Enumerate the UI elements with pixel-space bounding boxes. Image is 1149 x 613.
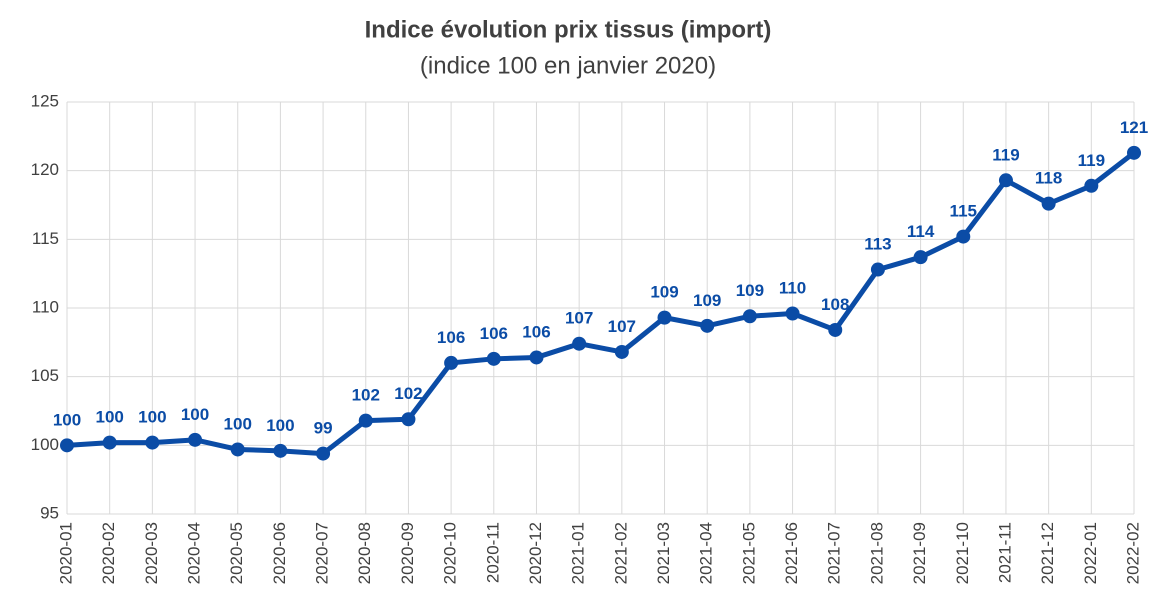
value-label: 114 — [907, 222, 935, 241]
chart-title: Indice évolution prix tissus (import) — [365, 16, 772, 43]
point — [1041, 196, 1056, 211]
value-label: 100 — [224, 414, 252, 433]
value-label: 121 — [1120, 118, 1148, 137]
value-label: 100 — [53, 410, 81, 429]
value-label: 110 — [779, 278, 806, 297]
x-tick-label: 2021-02 — [611, 522, 630, 584]
point — [145, 435, 160, 450]
x-tick-label: 2020-09 — [398, 522, 417, 584]
x-tick-label: 2020-07 — [313, 522, 332, 584]
value-label: 118 — [1035, 169, 1062, 188]
value-label: 106 — [437, 328, 465, 347]
value-label: 100 — [95, 408, 123, 427]
value-label: 107 — [608, 317, 636, 336]
y-tick-label: 125 — [31, 91, 59, 110]
x-tick-label: 2021-05 — [739, 522, 758, 584]
x-tick-label: 2020-01 — [56, 522, 75, 584]
point — [828, 322, 843, 337]
x-tick-label: 2021-03 — [654, 522, 673, 584]
value-label: 100 — [266, 416, 294, 435]
x-tick-label: 2021-01 — [569, 522, 588, 584]
line — [66, 150, 1136, 457]
x-tick-label: 2020-10 — [441, 522, 460, 584]
x-tick-label: 2021-12 — [1038, 522, 1057, 584]
value-label: 109 — [736, 281, 764, 300]
point — [998, 173, 1013, 188]
value-label: 99 — [314, 419, 333, 438]
point — [785, 306, 800, 321]
x-tick-label: 2020-03 — [142, 522, 161, 584]
value-label: 119 — [992, 145, 1019, 164]
value-label: 109 — [650, 283, 678, 302]
x-tick-label: 2021-07 — [825, 522, 844, 584]
value-label: 100 — [181, 405, 209, 424]
x-tick-label: 2020-11 — [483, 522, 502, 583]
value-label: 100 — [138, 408, 166, 427]
x-tick-label: 2021-04 — [697, 522, 716, 584]
point — [486, 351, 501, 366]
value-label: 102 — [352, 386, 380, 405]
point — [870, 262, 885, 277]
point — [1127, 145, 1141, 160]
value-label: 113 — [864, 235, 891, 254]
point — [529, 350, 544, 365]
point — [316, 446, 331, 461]
point — [742, 309, 757, 324]
x-tick-label: 2022-02 — [1123, 522, 1142, 584]
x-tick-label: 2021-10 — [953, 522, 972, 584]
point — [358, 413, 373, 428]
y-tick-label: 120 — [31, 160, 59, 179]
value-label: 106 — [522, 322, 550, 341]
x-tick-label: 2020-04 — [185, 522, 204, 584]
value-label: 119 — [1078, 151, 1105, 170]
x-tick-label: 2022-01 — [1081, 522, 1100, 584]
x-tick-label: 2020-12 — [526, 522, 545, 584]
chart-subtitle: (indice 100 en janvier 2020) — [420, 52, 716, 79]
value-label: 102 — [394, 384, 422, 403]
x-tick-label: 2020-02 — [99, 522, 118, 584]
value-label: 115 — [950, 202, 977, 221]
point — [102, 435, 117, 450]
x-tick-label: 2020-08 — [355, 522, 374, 584]
point — [401, 412, 416, 427]
point — [230, 442, 245, 457]
x-tick-label: 2020-05 — [227, 522, 246, 584]
x-tick-label: 2021-11 — [995, 522, 1014, 583]
x-tick-label: 2021-06 — [782, 522, 801, 584]
y-tick-label: 95 — [40, 503, 59, 522]
value-label: 108 — [821, 295, 849, 314]
x-tick-label: 2020-06 — [270, 522, 289, 584]
point — [572, 336, 587, 351]
x-tick-label: 2021-09 — [910, 522, 929, 584]
value-label: 109 — [693, 291, 721, 310]
point — [657, 310, 672, 325]
point — [444, 355, 459, 370]
point — [1084, 178, 1099, 193]
y-tick-label: 115 — [32, 229, 59, 248]
point — [188, 432, 203, 447]
x-tick-label: 2021-08 — [867, 522, 886, 584]
y-tick-label: 100 — [31, 435, 59, 454]
point — [273, 443, 288, 458]
point — [60, 438, 74, 453]
y-tick-label: 110 — [32, 297, 59, 316]
value-label: 107 — [565, 309, 593, 328]
point — [700, 318, 715, 333]
point — [614, 344, 629, 359]
y-tick-label: 105 — [31, 366, 59, 385]
point — [913, 250, 928, 265]
point — [956, 229, 971, 244]
value-label: 106 — [480, 324, 508, 343]
